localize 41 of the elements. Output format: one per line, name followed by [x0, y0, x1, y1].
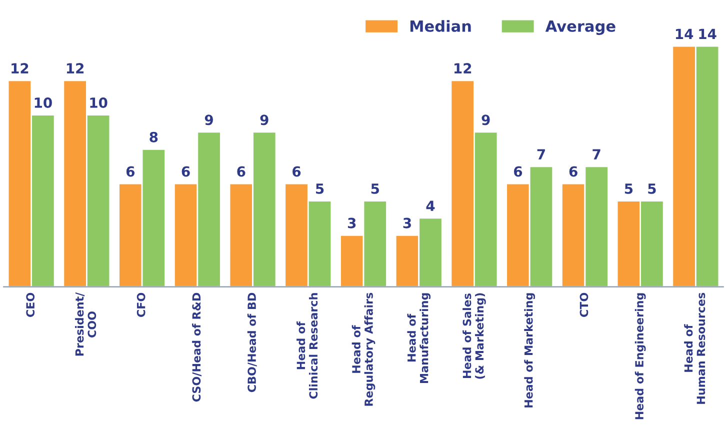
x-tick-label: CEO — [26, 292, 35, 317]
data-label: 3 — [403, 218, 411, 228]
data-label: 6 — [126, 166, 135, 177]
x-tick-label: CBO/Head of BD — [247, 292, 257, 392]
data-label: 5 — [371, 184, 379, 194]
x-tick-label: Head of Clinical Research — [296, 293, 318, 399]
x-tick-label: Head of Human Resources — [684, 292, 706, 404]
data-label: 9 — [260, 114, 268, 126]
data-label: 5 — [316, 184, 324, 194]
x-tick-label: CFO — [136, 292, 146, 317]
x-tick-label: Head of Manufacturing — [407, 293, 431, 383]
data-label: 14 — [676, 28, 694, 39]
data-label: 6 — [514, 166, 522, 177]
data-label: 12 — [66, 63, 84, 74]
data-label: 6 — [569, 166, 578, 177]
data-label: 12 — [12, 63, 28, 74]
x-tick-label: CSO/Head of R&D — [192, 292, 202, 402]
data-label: 6 — [237, 166, 246, 177]
data-label: 8 — [150, 132, 158, 142]
data-label: 9 — [204, 114, 213, 126]
legend-label: Median — [410, 20, 471, 32]
data-label: 7 — [592, 149, 600, 160]
data-label: 5 — [648, 184, 656, 194]
x-tick-label: CTO — [580, 292, 588, 317]
data-label: 14 — [699, 28, 716, 39]
data-label: 9 — [482, 114, 490, 126]
data-label: 12 — [454, 63, 472, 74]
x-tick-label: Head of Regulatory Affairs — [352, 292, 376, 406]
data-label: 6 — [182, 166, 190, 177]
data-label: 3 — [348, 218, 356, 228]
data-label: 5 — [624, 184, 633, 194]
data-label: 4 — [426, 200, 435, 211]
x-tick-label: Head of Engineering — [634, 293, 646, 420]
x-tick-label: President/ COO — [75, 292, 96, 356]
data-label: 10 — [34, 97, 52, 108]
x-tick-label: Head of Marketing — [524, 293, 536, 408]
legend-label: Average — [545, 20, 616, 35]
data-label: 6 — [292, 166, 301, 177]
data-label: 10 — [90, 97, 108, 108]
data-label: 7 — [537, 149, 545, 160]
x-tick-label: Head of Sales (& Marketing) — [462, 293, 486, 379]
